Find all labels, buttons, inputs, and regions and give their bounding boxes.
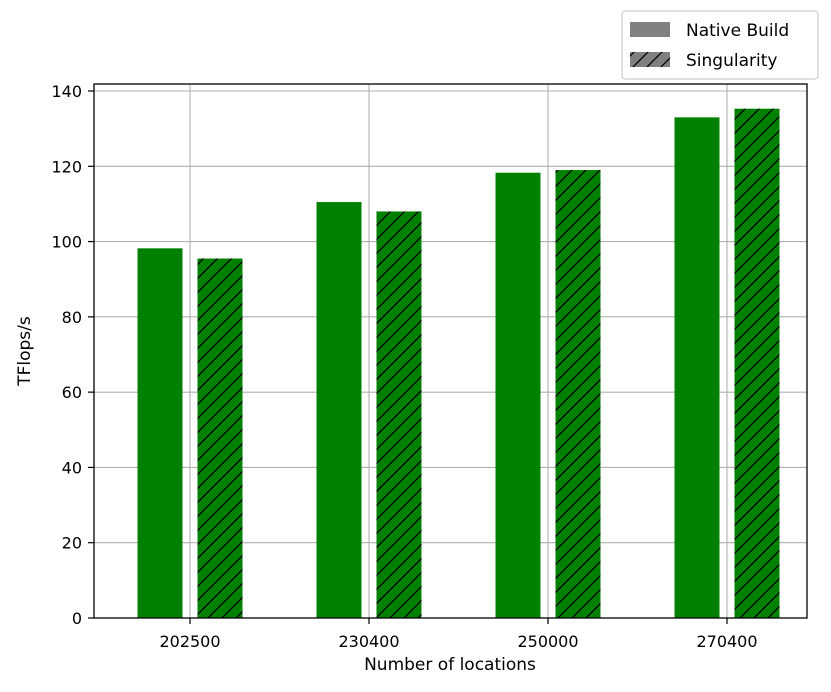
bar-native-build — [495, 172, 541, 618]
x-tick-label: 202500 — [159, 632, 220, 651]
bar-hatch — [734, 108, 780, 619]
bar-hatch — [197, 258, 243, 618]
y-tick-label: 0 — [72, 609, 82, 628]
x-tick-label: 270400 — [696, 632, 757, 651]
y-tick-label: 20 — [62, 534, 82, 553]
legend-swatch-native-build — [630, 22, 670, 37]
y-tick-label: 140 — [51, 82, 82, 101]
y-tick-label: 120 — [51, 157, 82, 176]
x-tick-label: 230400 — [338, 632, 399, 651]
y-tick-label: 100 — [51, 233, 82, 252]
legend-frame — [621, 10, 819, 80]
bar-hatch — [376, 211, 422, 618]
bars — [137, 108, 780, 619]
x-tick-label: 250000 — [517, 632, 578, 651]
bar-native-build — [137, 248, 183, 618]
y-axis: 0 20 40 60 80 100 120 140 — [51, 82, 94, 628]
y-tick-label: 80 — [62, 308, 82, 327]
y-axis-label: TFlops/s — [15, 316, 35, 387]
bar-native-build — [316, 202, 362, 618]
legend-label-native-build: Native Build — [686, 21, 789, 41]
x-axis: 202500 230400 250000 270400 — [159, 618, 758, 651]
y-tick-label: 40 — [62, 458, 82, 477]
plot-frame — [93, 83, 808, 619]
x-axis-label: Number of locations — [364, 655, 536, 675]
bar-native-build — [674, 117, 720, 618]
legend: Native Build Singularity — [621, 10, 819, 80]
legend-swatch-singularity-hatch — [630, 52, 670, 67]
legend-label-singularity: Singularity — [686, 51, 777, 71]
y-tick-label: 60 — [62, 383, 82, 402]
bar-hatch — [555, 170, 601, 619]
